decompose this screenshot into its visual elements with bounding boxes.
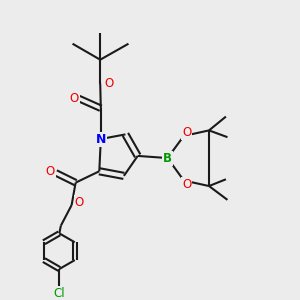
Text: B: B bbox=[163, 152, 172, 165]
Text: O: O bbox=[70, 92, 79, 105]
Text: O: O bbox=[182, 178, 191, 191]
Text: N: N bbox=[96, 133, 106, 146]
Text: O: O bbox=[104, 77, 113, 90]
Text: O: O bbox=[46, 165, 55, 178]
Text: O: O bbox=[75, 196, 84, 209]
Text: Cl: Cl bbox=[53, 287, 65, 300]
Text: O: O bbox=[182, 126, 191, 139]
